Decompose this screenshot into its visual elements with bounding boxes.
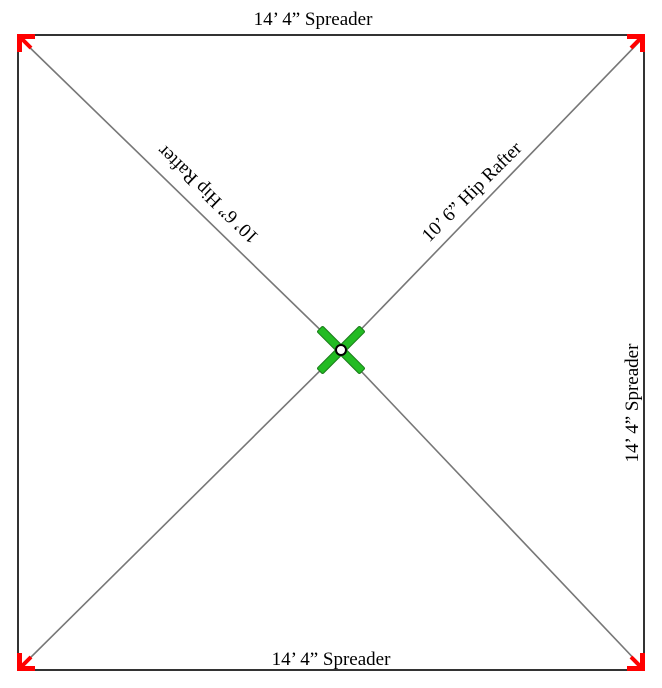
hip-rafter-bottom-left (21, 349, 342, 667)
hip-rafter-left-label: 10’ 6” Hip Rafter (153, 140, 263, 247)
bottom-spreader-label: 14’ 4” Spreader (272, 649, 392, 670)
hip-rafters (21, 39, 642, 667)
corner-arrow-top-right-icon (627, 34, 645, 52)
hip-rafter-top-right (340, 39, 642, 351)
corner-arrow-bottom-right-icon (627, 653, 645, 671)
corner-arrow-bottom-left-icon (17, 653, 35, 671)
top-spreader-label: 14’ 4” Spreader (254, 9, 374, 30)
corner-arrow-top-left-icon (17, 34, 35, 52)
hip-rafter-right-label: 10’ 6” Hip Rafter (418, 138, 527, 247)
right-spreader-label: 14’ 4” Spreader (622, 343, 643, 463)
hip-rafter-top-left (21, 39, 342, 351)
spreader-frame (17, 34, 645, 671)
hip-rafter-bottom-right (340, 349, 642, 667)
center-hub-icon (317, 326, 365, 374)
